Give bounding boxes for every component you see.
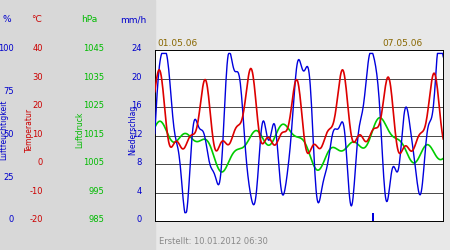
Text: °C: °C [32,16,42,24]
Text: 0: 0 [137,216,142,224]
Text: 985: 985 [89,216,104,224]
Text: 30: 30 [32,73,43,82]
Text: mm/h: mm/h [121,16,147,24]
Text: 75: 75 [3,87,14,96]
Text: Niederschlag: Niederschlag [129,105,138,155]
Text: 07.05.06: 07.05.06 [382,39,423,48]
Text: 25: 25 [3,173,14,182]
Text: 1035: 1035 [83,73,104,82]
Text: 12: 12 [132,130,142,139]
Text: 20: 20 [132,73,142,82]
Text: Luftfeuchtigkeit: Luftfeuchtigkeit [0,100,8,160]
Text: 0: 0 [8,216,14,224]
Text: 100: 100 [0,44,14,53]
Text: 10: 10 [32,130,43,139]
Text: 1015: 1015 [83,130,104,139]
Text: 1005: 1005 [83,158,104,168]
Text: Luftdruck: Luftdruck [76,112,85,148]
Text: 0: 0 [37,158,43,168]
Text: 4: 4 [137,187,142,196]
Text: -10: -10 [29,187,43,196]
Text: -20: -20 [29,216,43,224]
Bar [372,213,374,221]
Text: 20: 20 [32,101,43,110]
Text: 01.05.06: 01.05.06 [157,39,197,48]
Text: 50: 50 [3,130,14,139]
Text: 40: 40 [32,44,43,53]
Text: hPa: hPa [81,16,97,24]
Text: Erstellt: 10.01.2012 06:30: Erstellt: 10.01.2012 06:30 [159,238,268,246]
Text: 8: 8 [137,158,142,168]
Text: 1025: 1025 [83,101,104,110]
Text: 995: 995 [89,187,104,196]
Text: 16: 16 [131,101,142,110]
Text: 24: 24 [132,44,142,53]
Text: %: % [2,16,11,24]
Text: Temperatur: Temperatur [25,108,34,152]
Text: 1045: 1045 [83,44,104,53]
